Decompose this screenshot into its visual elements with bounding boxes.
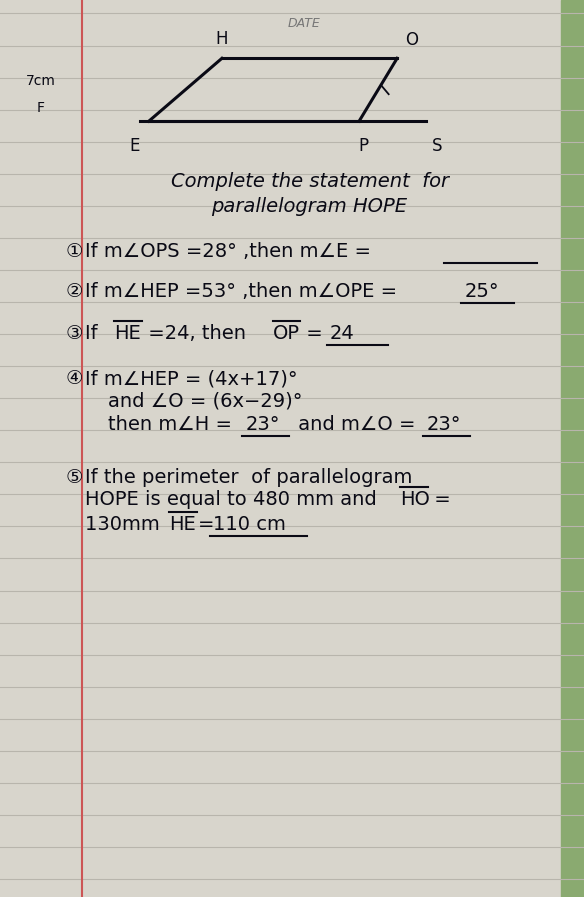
Text: F: F xyxy=(37,100,45,115)
Text: =: = xyxy=(428,490,451,509)
Text: and m∠O =: and m∠O = xyxy=(292,414,422,434)
Text: ⑤: ⑤ xyxy=(66,467,84,487)
Text: 23°: 23° xyxy=(426,414,461,434)
Text: ④: ④ xyxy=(66,369,84,388)
Text: If: If xyxy=(85,324,103,344)
Text: Complete the statement  for: Complete the statement for xyxy=(171,171,449,191)
Text: ②: ② xyxy=(66,282,84,301)
Text: HO: HO xyxy=(400,490,430,509)
Text: HE: HE xyxy=(114,324,141,344)
Text: O: O xyxy=(405,31,418,49)
Text: If m∠HEP =53° ,then m∠OPE =: If m∠HEP =53° ,then m∠OPE = xyxy=(85,282,397,301)
Text: =: = xyxy=(197,515,214,535)
Text: 24: 24 xyxy=(330,324,354,344)
Text: P: P xyxy=(359,137,369,155)
Text: E: E xyxy=(129,137,140,155)
Text: 130mm: 130mm xyxy=(85,515,172,535)
Text: 7cm: 7cm xyxy=(26,74,56,88)
Text: 110 cm: 110 cm xyxy=(213,515,286,535)
Text: HOPE is equal to 480 mm and: HOPE is equal to 480 mm and xyxy=(85,490,383,509)
Text: parallelogram HOPE: parallelogram HOPE xyxy=(211,196,408,216)
Text: If m∠HEP = (4x+17)°: If m∠HEP = (4x+17)° xyxy=(85,369,297,388)
Text: 23°: 23° xyxy=(245,414,280,434)
Text: If m∠OPS =28° ,then m∠E =: If m∠OPS =28° ,then m∠E = xyxy=(85,241,377,261)
Bar xyxy=(561,0,584,897)
Text: OP: OP xyxy=(273,324,300,344)
Text: HE: HE xyxy=(169,515,196,535)
Text: =24, then: =24, then xyxy=(142,324,252,344)
Text: and ∠O = (6x−29)°: and ∠O = (6x−29)° xyxy=(108,391,303,411)
Text: If the perimeter  of parallelogram: If the perimeter of parallelogram xyxy=(85,467,412,487)
Text: 25°: 25° xyxy=(464,282,499,301)
Text: then m∠H =: then m∠H = xyxy=(108,414,238,434)
Text: H: H xyxy=(215,30,228,48)
Text: ①: ① xyxy=(66,241,84,261)
Text: S: S xyxy=(432,137,442,155)
Text: DATE: DATE xyxy=(287,17,320,30)
Text: =: = xyxy=(300,324,329,344)
Text: ③: ③ xyxy=(66,324,84,344)
